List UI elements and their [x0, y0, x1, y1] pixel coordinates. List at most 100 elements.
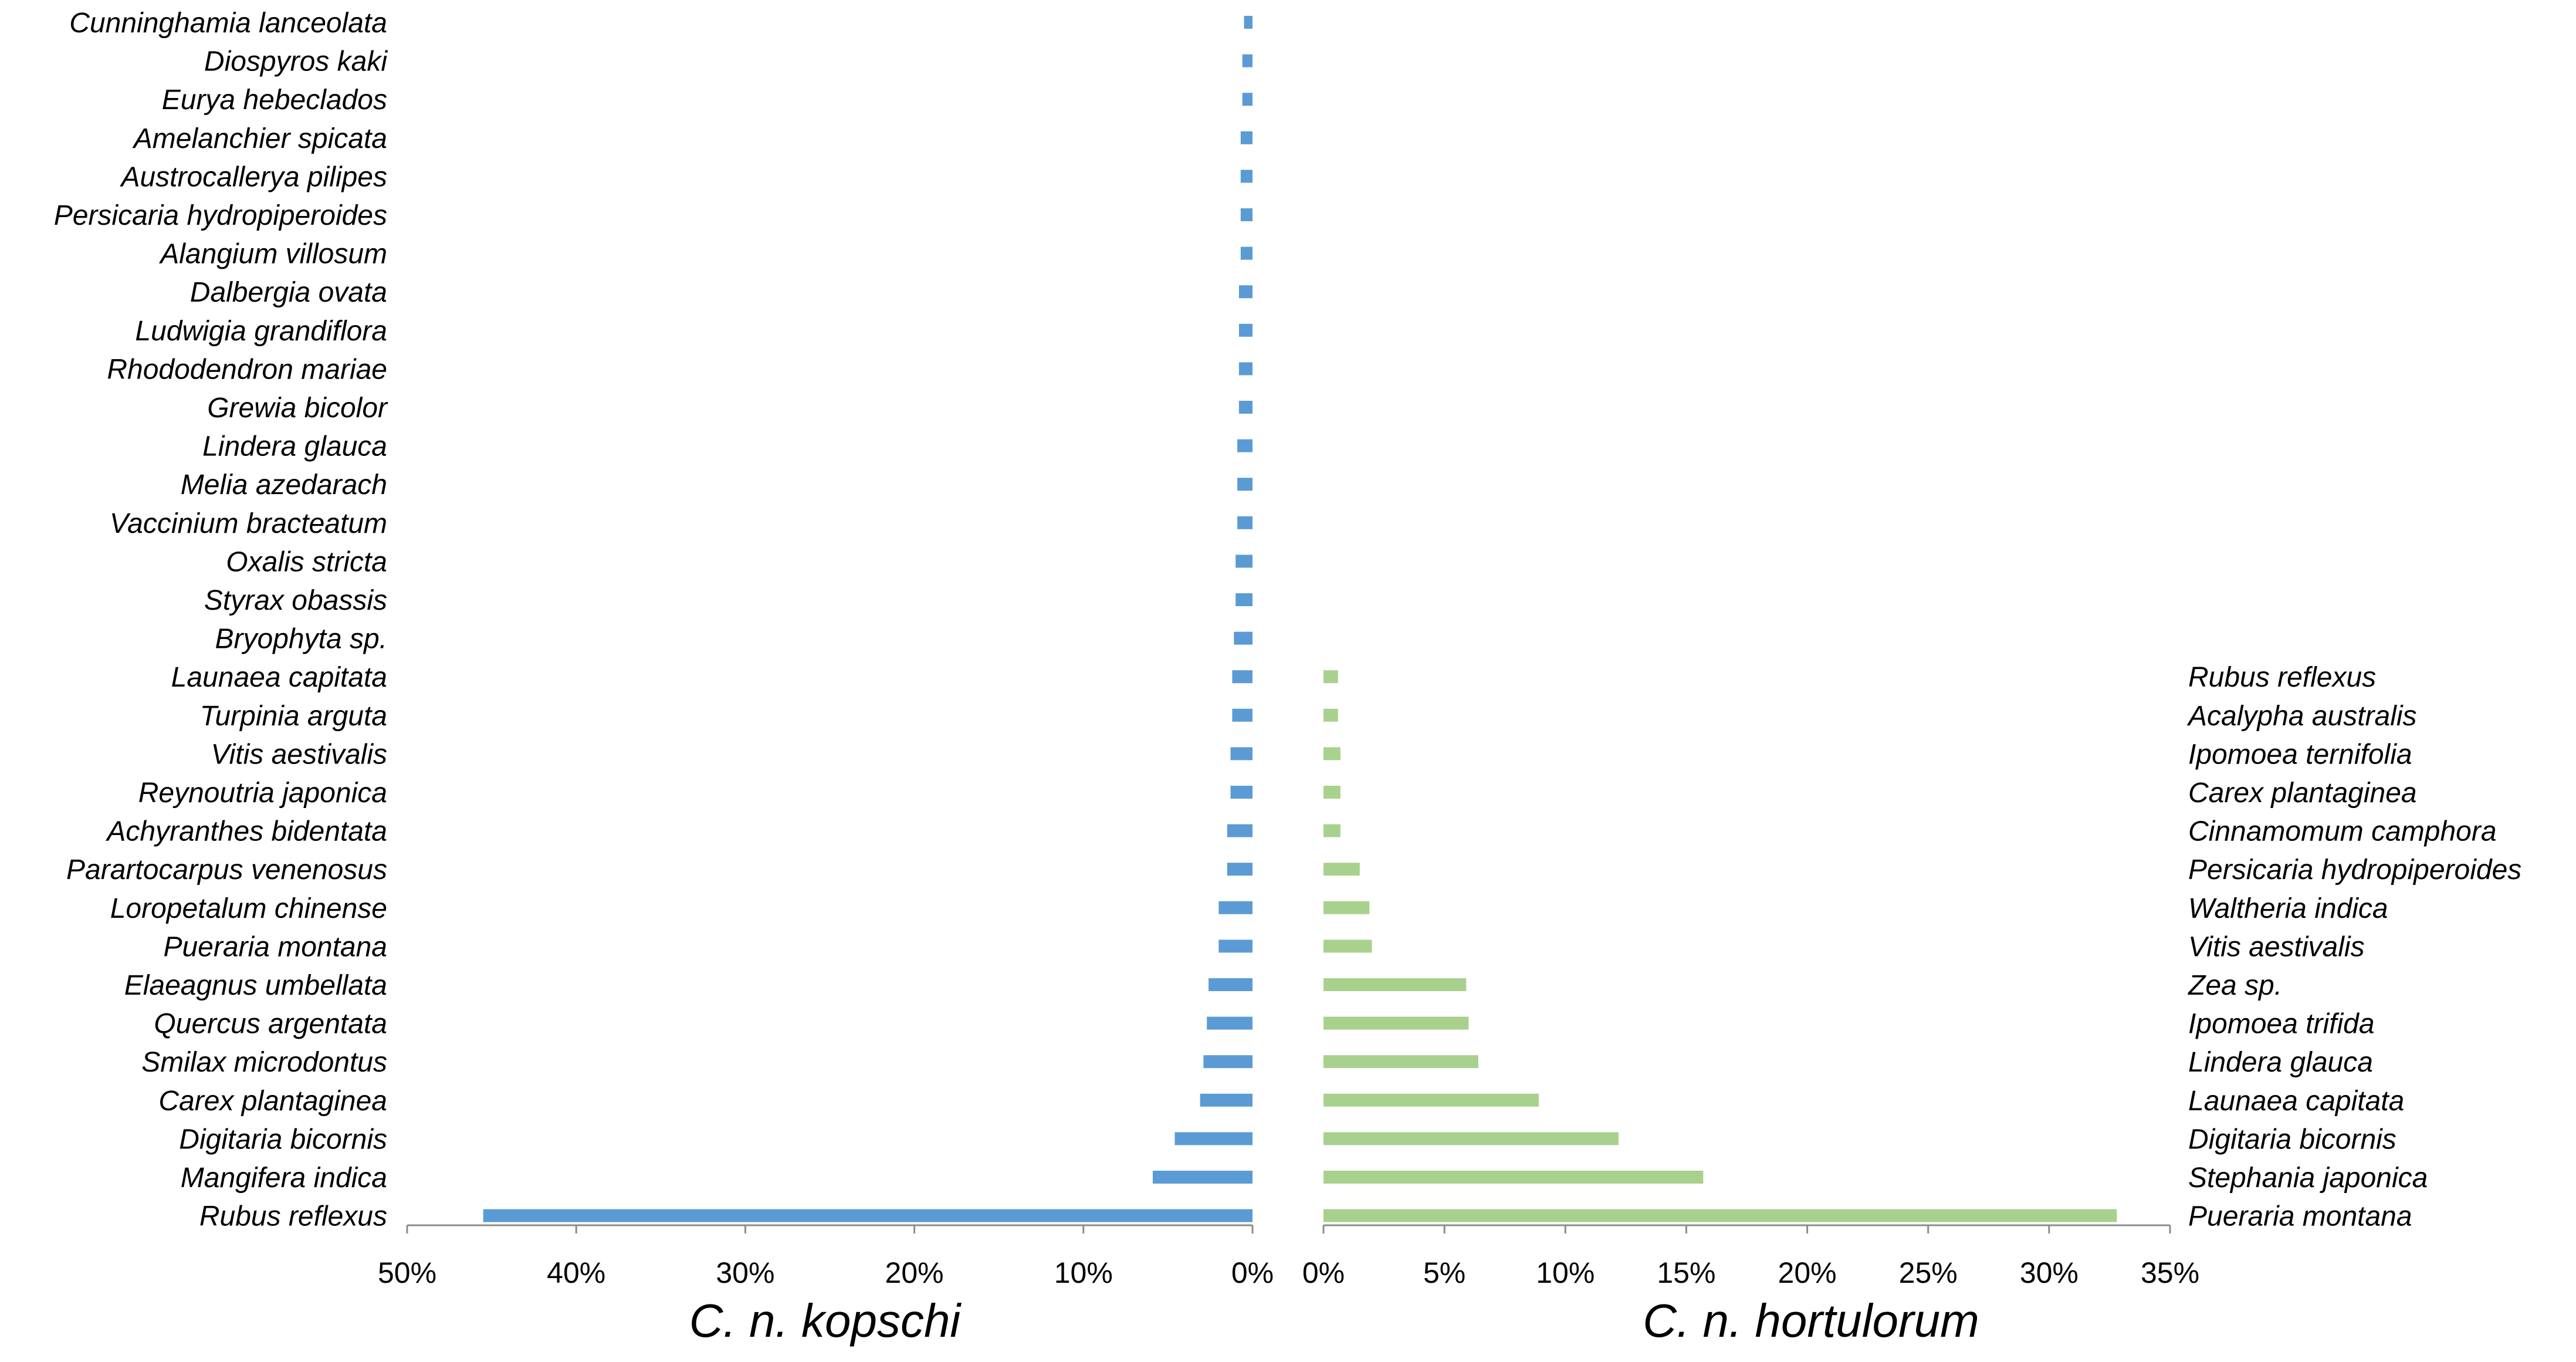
kopschi-species-label: Lindera glauca: [202, 431, 387, 462]
kopschi-x-tick-label: 40%: [547, 1256, 605, 1289]
kopschi-bar: [1242, 54, 1253, 67]
kopschi-bar: [1207, 1016, 1253, 1030]
kopschi-species-label: Achyranthes bidentata: [105, 816, 387, 847]
hortulorum-bar: [1323, 708, 1338, 722]
kopschi-species-label: Eurya hebeclados: [162, 85, 387, 116]
left-axis-title: C. n. kopschi: [689, 1295, 962, 1347]
kopschi-bar: [1240, 208, 1253, 221]
kopschi-bar: [1227, 824, 1253, 837]
kopschi-species-label: Persicaria hydropiperoides: [54, 200, 387, 231]
hortulorum-bar: [1323, 1055, 1478, 1069]
hortulorum-bar: [1323, 824, 1341, 837]
kopschi-bar: [1238, 401, 1253, 414]
kopschi-species-label: Grewia bicolor: [207, 393, 388, 424]
hortulorum-x-tick-label: 15%: [1657, 1256, 1715, 1289]
hortulorum-species-label: Lindera glauca: [2188, 1047, 2373, 1078]
hortulorum-species-label: Ipomoea ternifolia: [2188, 739, 2412, 770]
kopschi-bar: [1234, 631, 1253, 645]
kopschi-species-label: Melia azedarach: [181, 469, 387, 501]
kopschi-bar: [1238, 285, 1253, 299]
hortulorum-species-label: Cinnamomum camphora: [2188, 816, 2497, 847]
hortulorum-x-tick-label: 25%: [1899, 1256, 1958, 1289]
hortulorum-species-label: Ipomoea trifida: [2188, 1009, 2375, 1040]
kopschi-bar: [1230, 747, 1253, 761]
hortulorum-species-label: Stephania japonica: [2188, 1162, 2428, 1194]
hortulorum-bar: [1323, 939, 1372, 953]
kopschi-bar: [1230, 786, 1253, 799]
kopschi-bar: [1232, 670, 1253, 684]
right-axis-title: C. n. hortulorum: [1643, 1295, 1979, 1347]
kopschi-bar: [1237, 478, 1253, 491]
hortulorum-bar: [1323, 978, 1467, 991]
kopschi-species-label: Austrocallerya pilipes: [119, 161, 387, 192]
kopschi-species-label: Carex plantaginea: [158, 1086, 387, 1117]
kopschi-species-label: Parartocarpus venenosus: [66, 854, 387, 886]
kopschi-bar: [1218, 939, 1253, 953]
hortulorum-bar: [1323, 670, 1338, 684]
hortulorum-species-label: Launaea capitata: [2188, 1086, 2404, 1117]
kopschi-x-tick-label: 0%: [1231, 1256, 1274, 1289]
hortulorum-x-tick-label: 20%: [1778, 1256, 1837, 1289]
kopschi-species-label: Loropetalum chinense: [110, 893, 387, 924]
kopschi-bar: [1242, 93, 1253, 106]
kopschi-species-label: Vaccinium bracteatum: [110, 508, 387, 539]
kopschi-x-tick-label: 50%: [378, 1256, 436, 1289]
kopschi-bar: [1200, 1093, 1253, 1107]
kopschi-bar: [1238, 362, 1253, 376]
kopschi-species-label: Oxalis stricta: [226, 546, 387, 577]
kopschi-bar: [1218, 901, 1253, 914]
kopschi-species-label: Quercus argentata: [154, 1009, 387, 1040]
kopschi-bar: [1227, 863, 1253, 876]
hortulorum-x-tick-label: 35%: [2141, 1256, 2199, 1289]
hortulorum-x-tick-label: 5%: [1423, 1256, 1465, 1289]
kopschi-species-label: Cunninghamia lanceolata: [69, 8, 387, 39]
hortulorum-bar: [1323, 1132, 1619, 1145]
hortulorum-x-tick-label: 0%: [1302, 1256, 1345, 1289]
kopschi-x-tick-label: 30%: [716, 1256, 774, 1289]
kopschi-bar: [1244, 16, 1253, 29]
kopschi-species-label: Reynoutria japonica: [138, 778, 387, 809]
hortulorum-bar: [1323, 1171, 1704, 1184]
hortulorum-x-tick-label: 10%: [1536, 1256, 1595, 1289]
kopschi-species-label: Ludwigia grandiflora: [135, 316, 387, 347]
kopschi-x-tick-label: 10%: [1054, 1256, 1113, 1289]
kopschi-species-label: Diospyros kaki: [204, 46, 388, 77]
kopschi-bar: [1209, 978, 1253, 991]
kopschi-species-label: Alangium villosum: [158, 239, 387, 270]
hortulorum-species-label: Acalypha australis: [2186, 701, 2417, 732]
kopschi-species-label: Turpinia arguta: [200, 701, 387, 732]
hortulorum-x-tick-label: 30%: [2020, 1256, 2079, 1289]
hortulorum-species-label: Persicaria hydropiperoides: [2188, 854, 2521, 886]
kopschi-species-label: Rubus reflexus: [199, 1201, 387, 1232]
kopschi-bar: [1240, 170, 1253, 183]
kopschi-bar: [1237, 439, 1253, 452]
kopschi-bar: [1238, 323, 1253, 337]
hortulorum-species-label: Carex plantaginea: [2188, 778, 2417, 809]
kopschi-species-label: Rhododendron mariae: [107, 354, 387, 385]
kopschi-species-label: Launaea capitata: [171, 662, 387, 693]
kopschi-species-label: Elaeagnus umbellata: [124, 970, 387, 1001]
kopschi-x-tick-label: 20%: [885, 1256, 944, 1289]
kopschi-bar: [1174, 1132, 1253, 1145]
hortulorum-bar: [1323, 747, 1341, 761]
hortulorum-species-label: Digitaria bicornis: [2188, 1124, 2396, 1155]
kopschi-bar: [1203, 1055, 1253, 1069]
kopschi-bar: [1235, 555, 1253, 568]
kopschi-bar: [483, 1209, 1253, 1222]
kopschi-bar: [1240, 131, 1253, 144]
kopschi-species-label: Vitis aestivalis: [211, 739, 387, 770]
hortulorum-species-label: Rubus reflexus: [2188, 662, 2376, 693]
hortulorum-bar: [1323, 863, 1360, 876]
kopschi-species-label: Styrax obassis: [204, 585, 387, 616]
kopschi-species-label: Smilax microdontus: [141, 1047, 387, 1078]
hortulorum-species-label: Vitis aestivalis: [2188, 931, 2365, 962]
kopschi-species-label: Digitaria bicornis: [179, 1124, 387, 1155]
kopschi-species-label: Bryophyta sp.: [215, 624, 387, 655]
kopschi-species-label: Pueraria montana: [163, 931, 387, 962]
hortulorum-bar: [1323, 786, 1341, 799]
hortulorum-species-label: Waltheria indica: [2188, 893, 2388, 924]
kopschi-species-label: Dalbergia ovata: [190, 277, 387, 308]
hortulorum-bar: [1323, 1093, 1539, 1107]
